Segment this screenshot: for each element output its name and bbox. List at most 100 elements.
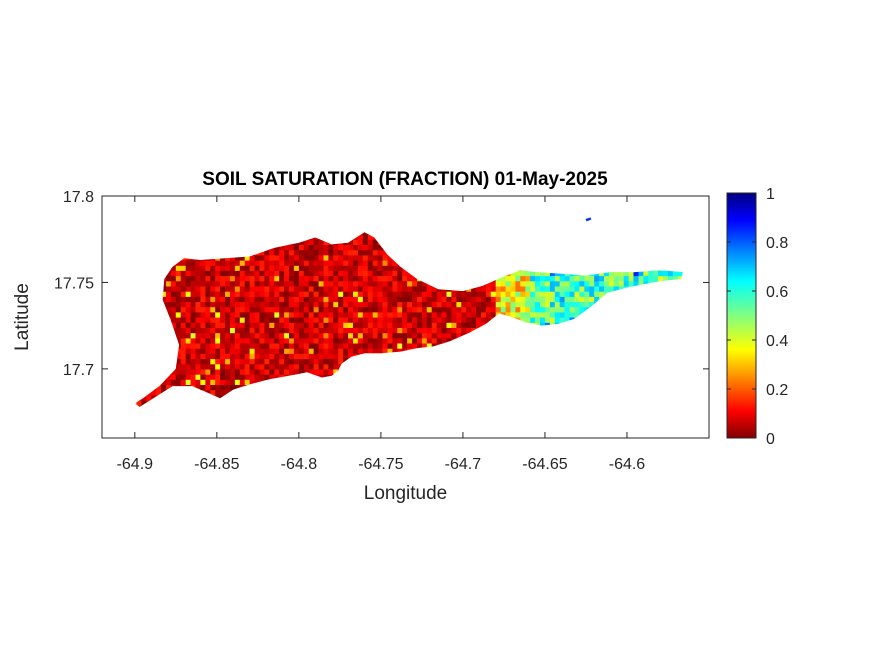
heatmap-cell [230,280,236,287]
heatmap-cell [274,270,280,277]
heatmap-cell [225,275,231,282]
heatmap-cell [269,337,275,344]
heatmap-cell [215,291,221,297]
heatmap-cell [338,317,344,323]
heatmap-cell [220,275,226,282]
heatmap-cell [210,306,216,313]
heatmap-cell [461,296,467,303]
heatmap-cell [569,291,576,297]
heatmap-cell [362,270,369,277]
heatmap-cell [530,311,536,318]
heatmap-cell [353,239,359,245]
heatmap-cell [421,317,428,323]
heatmap-cell [387,301,393,308]
heatmap-cell [308,265,315,271]
heatmap-cell [259,353,265,360]
heatmap-cell [387,337,393,344]
heatmap-cell [333,363,339,370]
heatmap-cell [215,280,221,287]
heatmap-cell [244,270,251,277]
heatmap-cell [215,311,221,318]
heatmap-cell [402,311,408,318]
heatmap-cell [264,285,270,292]
heatmap-cell [308,270,315,277]
heatmap-cell [156,384,162,391]
heatmap-cell [348,327,354,334]
heatmap-cell [200,363,206,370]
heatmap-cell [234,322,241,328]
heatmap-cell [264,275,270,282]
heatmap-cell [185,353,192,360]
heatmap-cell [485,296,492,303]
heatmap-cell [643,270,649,277]
x-axis-label: Longitude [364,483,447,504]
heatmap-cell [254,348,261,354]
heatmap-cell [220,291,226,297]
heatmap-cell [377,342,384,349]
heatmap-cell [343,337,349,344]
heatmap-cell [599,285,605,292]
heatmap-cell [515,301,521,308]
heatmap-cell [279,291,285,297]
heatmap-cell [461,317,467,323]
heatmap-cell [343,280,349,287]
heatmap-cell [412,337,418,344]
heatmap-cell [397,301,403,308]
heatmap-cell [481,285,487,292]
heatmap-cell [353,254,359,261]
heatmap-cell [170,275,177,282]
heatmap-cell [431,317,438,323]
heatmap-cell [461,311,467,318]
heatmap-cell [190,348,197,354]
heatmap-cell [343,244,349,251]
heatmap-cell [318,332,325,339]
heatmap-cell [377,301,384,308]
heatmap-cell [230,379,236,385]
heatmap-cell [402,296,408,303]
heatmap-cell [441,317,448,323]
heatmap-cell [254,368,261,375]
heatmap-cell [357,311,364,318]
heatmap-cell [200,317,206,323]
heatmap-cell [441,311,448,318]
heatmap-cell [230,363,236,370]
heatmap-cell [392,317,398,323]
heatmap-cell [234,306,241,313]
heatmap-cell [436,317,443,323]
heatmap-cell [623,275,630,282]
heatmap-cell [348,332,354,339]
heatmap-cell [348,239,354,245]
heatmap-cell [328,327,334,334]
heatmap-cell [348,254,354,261]
heatmap-cell [353,285,359,292]
heatmap-cell [195,363,201,370]
heatmap-cell [293,306,300,313]
heatmap-cell [200,311,206,318]
heatmap-cell [328,311,334,318]
heatmap-cell [338,270,344,277]
heatmap-cell [210,389,216,396]
heatmap-cell [284,270,290,277]
heatmap-cell [195,358,201,365]
heatmap-cell [298,301,305,308]
heatmap-cell [264,332,270,339]
heatmap-cell [367,234,374,240]
heatmap-cell [387,291,393,297]
heatmap-cell [230,270,236,277]
heatmap-cell [195,353,201,360]
heatmap-cell [362,327,369,334]
heatmap-cell [303,254,310,261]
heatmap-cell [397,342,403,349]
heatmap-cell [264,353,270,360]
heatmap-cell [323,337,329,344]
heatmap-cell [205,327,211,334]
heatmap-cell [372,254,379,261]
heatmap-cell [303,358,310,365]
heatmap-cell [234,358,241,365]
heatmap-cell [230,254,236,261]
heatmap-cell [298,296,305,303]
colorbar-tick-label: 0.2 [766,382,788,399]
heatmap-cell [239,353,246,360]
heatmap-cell [225,260,231,266]
heatmap-cell [564,311,571,318]
